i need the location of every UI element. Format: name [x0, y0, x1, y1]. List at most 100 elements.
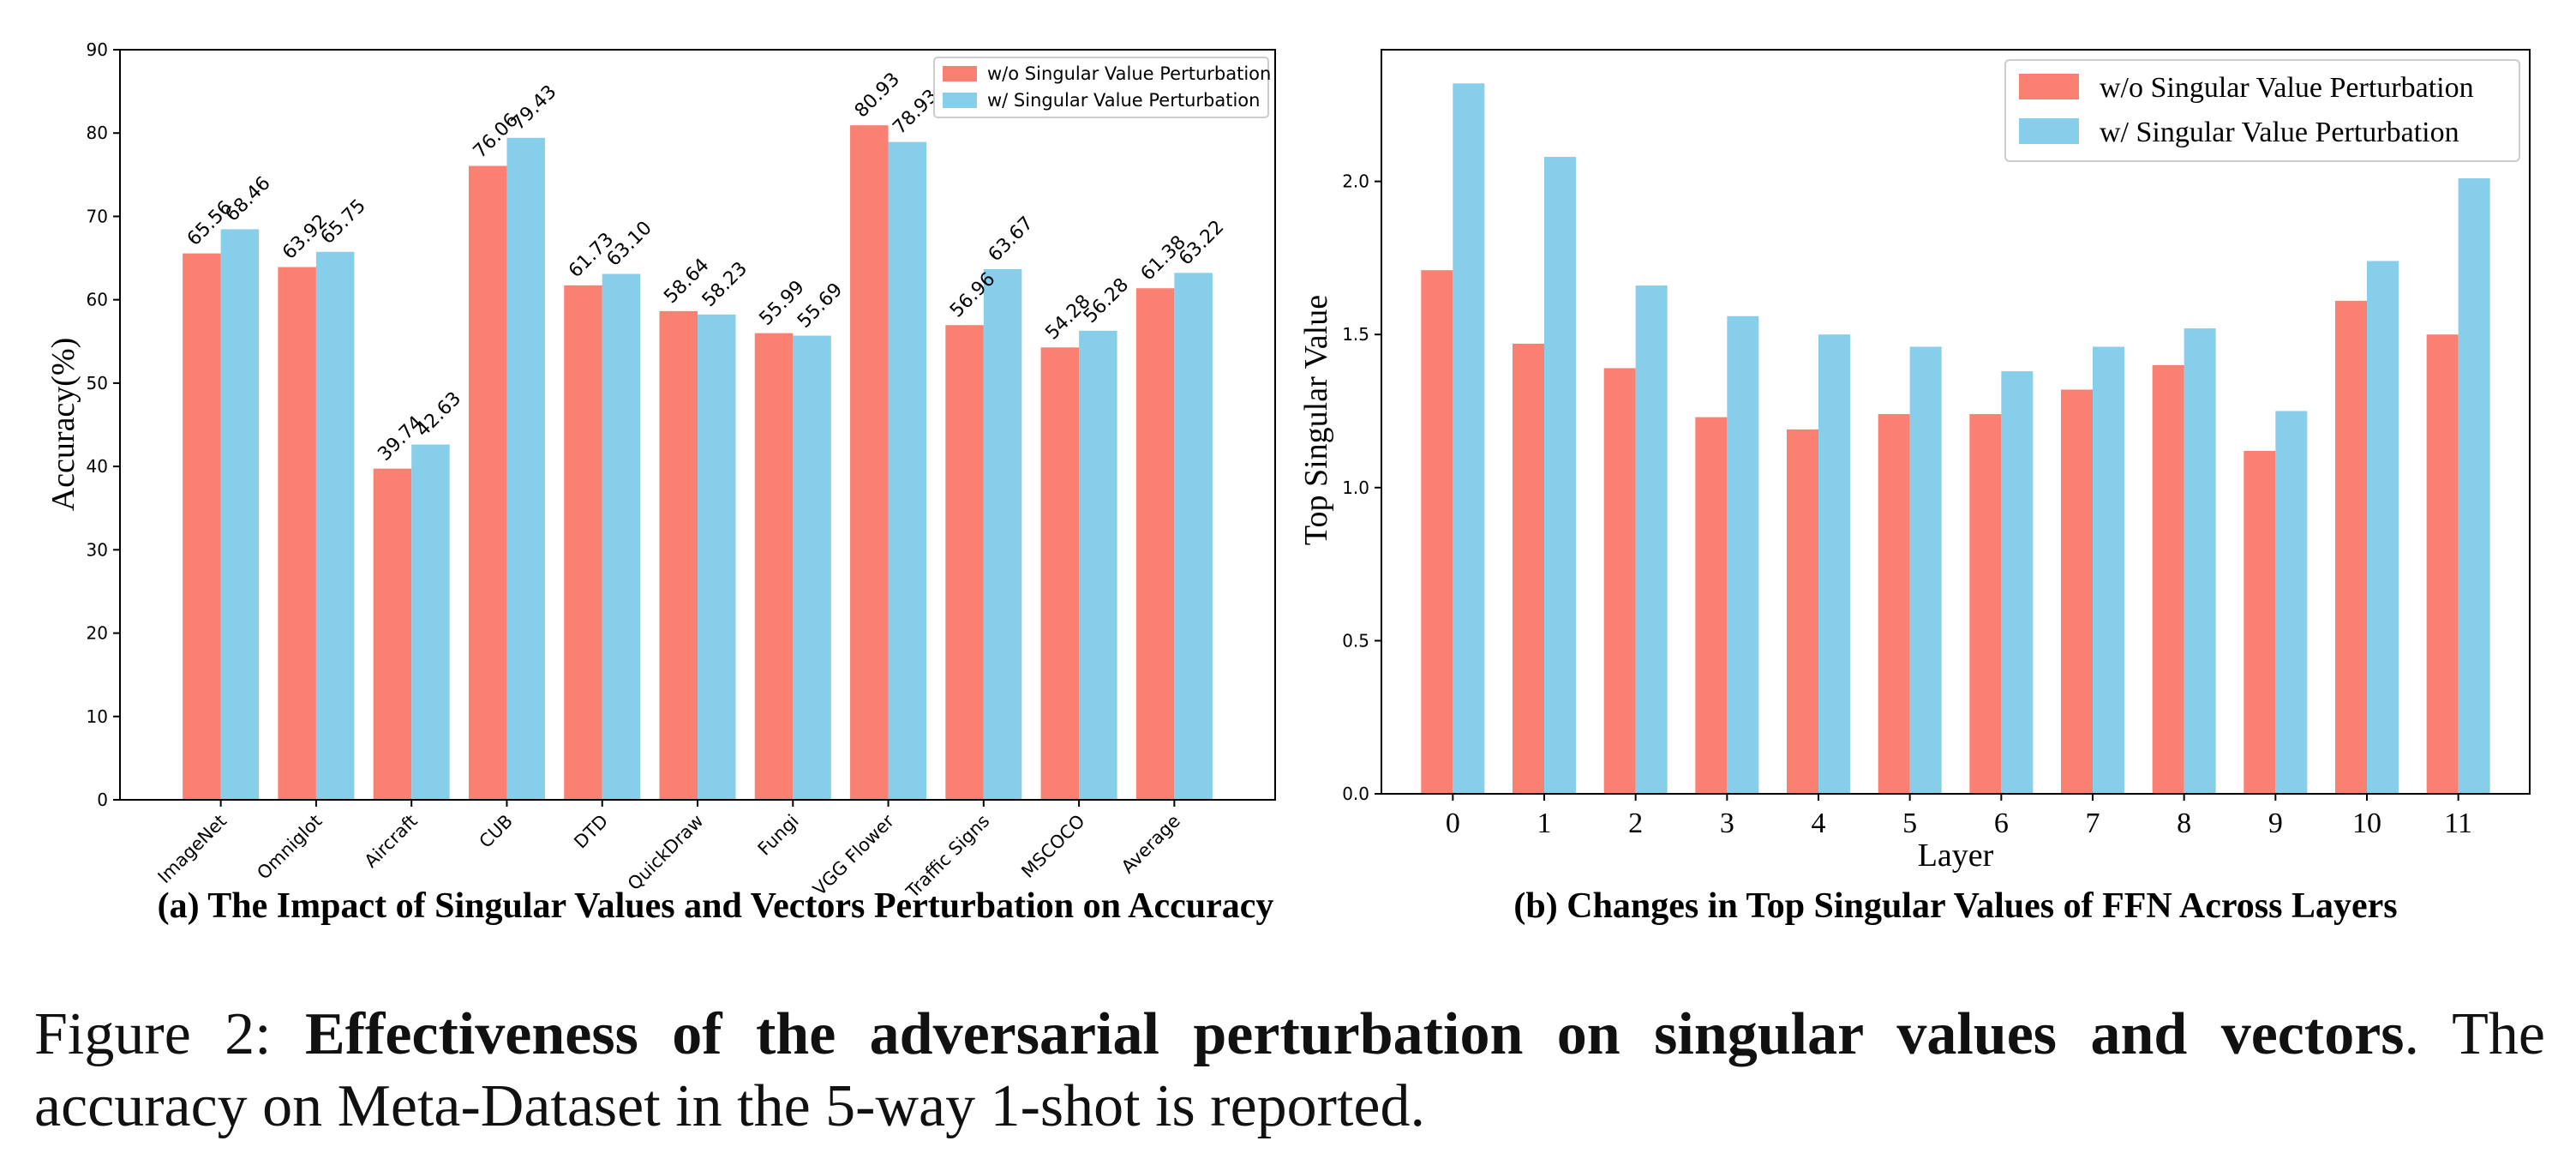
panel-a-value-label: 68.46: [221, 172, 274, 225]
panel-a-bar-wo: [278, 267, 316, 800]
panel-a-x-tick-label: Average: [1117, 811, 1184, 878]
panel-a-y-tick-label: 40: [87, 456, 108, 477]
panel-a-bar-wo: [468, 165, 507, 800]
panel-b-bar-wo: [1878, 414, 1910, 794]
panel-a-value-label: 79.43: [507, 81, 560, 135]
panel-b-chart: 0.0 0.5 1.0 1.5 2.0 0 1 2 3 4 5 6 7 8 9 10 11 Layer Top…: [1298, 49, 2531, 926]
panel-b-bars: [1421, 83, 2490, 795]
panel-a-value-label: 63.67: [985, 213, 1038, 266]
panel-a-y-tick-label: 10: [87, 706, 108, 727]
panel-a-bar-w: [1079, 330, 1117, 800]
figure-caption-prefix: Figure 2:: [34, 1001, 272, 1067]
panel-a-bar-wo: [183, 253, 221, 801]
panel-b-y-axis: 0.0 0.5 1.0 1.5 2.0: [1342, 171, 1381, 804]
panel-b-x-tick-label: 7: [2086, 808, 2100, 839]
panel-a-x-tick-label: Omniglot: [253, 811, 326, 884]
panel-b-bar-w: [1909, 346, 1942, 794]
panel-a-bar-w: [220, 229, 260, 801]
panel-b-x-tick-label: 4: [1812, 808, 1826, 839]
panel-b-x-axis-label: Layer: [1918, 838, 1994, 874]
figure-caption: Figure 2: Effectiveness of the adversari…: [34, 999, 2545, 1143]
panel-a-x-tick-label: DTD: [570, 811, 612, 853]
panel-a-legend-swatch-wo: [943, 66, 977, 81]
panel-b-bar-wo: [2152, 364, 2184, 794]
figure-canvas: 65.5668.4663.9265.7539.7442.6376.0679.43…: [45, 39, 2531, 926]
panel-b-bar-w: [2001, 371, 2034, 794]
panel-a-bar-wo: [1040, 347, 1080, 800]
panel-a-y-tick-label: 30: [87, 539, 108, 560]
panel-b-bar-wo: [1787, 429, 1818, 794]
panel-a-bar-w: [983, 268, 1022, 801]
panel-a-bar-w: [1174, 273, 1213, 801]
panel-a-title: (a) The Impact of Singular Values and Ve…: [158, 886, 1274, 926]
panel-b-bar-wo: [1695, 417, 1728, 794]
panel-b-y-tick-label: 0.5: [1342, 630, 1369, 651]
panel-a-bar-w: [793, 335, 831, 800]
panel-a-y-tick-label: 80: [87, 123, 108, 143]
panel-a-y-tick-label: 90: [87, 39, 108, 60]
panel-a-x-tick-label: QuickDraw: [624, 811, 708, 895]
panel-a-chart: 65.5668.4663.9265.7539.7442.6376.0679.43…: [45, 39, 1276, 926]
panel-b-plot-frame: [1381, 49, 2531, 795]
panel-b-y-tick-label: 2.0: [1342, 171, 1369, 192]
panel-a-legend-label-w: w/ Singular Value Perturbation: [987, 90, 1260, 111]
panel-b-x-tick-label: 9: [2268, 808, 2283, 839]
panel-a-x-tick-label: MSCOCO: [1017, 811, 1088, 882]
panel-b-x-tick-label: 8: [2177, 808, 2191, 839]
panel-b-legend-swatch-w: [2019, 118, 2079, 144]
panel-b-bar-wo: [2244, 450, 2276, 794]
panel-b-x-tick-label: 1: [1537, 808, 1552, 839]
panel-a-bar-w: [411, 444, 450, 800]
panel-b-x-tick-label: 6: [1994, 808, 2009, 839]
panel-b-x-tick-label: 3: [1720, 808, 1734, 839]
panel-b-x-tick-label: 0: [1446, 808, 1460, 839]
figure-caption-rest: . The accuracy on Meta-Dataset in the 5-…: [34, 1001, 2545, 1139]
panel-b-x-tick-label: 2: [1628, 808, 1643, 839]
panel-a-legend: w/o Singular Value Perturbation w/ Singu…: [933, 57, 1271, 118]
panel-b-bar-wo: [1513, 343, 1544, 794]
panel-b-legend-label-w: w/ Singular Value Perturbation: [2100, 117, 2459, 148]
panel-b-y-axis-label: Top Singular Value: [1298, 295, 1334, 545]
panel-b-bar-w: [1635, 285, 1668, 794]
panel-a-bar-w: [506, 137, 545, 800]
panel-a-bar-w: [888, 141, 927, 800]
panel-b-bar-wo: [2426, 334, 2459, 795]
panel-b-y-tick-label: 0.0: [1342, 784, 1369, 804]
panel-a-y-tick-label: 70: [87, 206, 108, 226]
panel-a-bar-wo: [850, 125, 889, 801]
panel-b-bar-w: [2275, 411, 2308, 794]
panel-b-legend-swatch-wo: [2019, 74, 2079, 99]
panel-b-legend-box: [2004, 59, 2520, 162]
panel-a-legend-label-wo: w/o Singular Value Perturbation: [987, 63, 1271, 84]
panel-b-bar-wo: [1421, 270, 1453, 794]
panel-b-bar-w: [2093, 346, 2124, 794]
panel-a-x-tick-label: CUB: [476, 811, 517, 852]
panel-a-y-axis: 0 10 20 30 40 50 60 70 80 90: [87, 39, 120, 810]
panel-a-bar-wo: [659, 310, 698, 800]
panel-b-bar-w: [1544, 157, 1576, 794]
panel-b-bar-w: [2458, 178, 2490, 795]
panel-a-value-label: 80.93: [851, 69, 904, 122]
panel-a-bar-wo: [945, 325, 984, 800]
panel-a-bar-wo: [754, 333, 794, 800]
panel-b-bar-w: [2184, 328, 2216, 795]
panel-b-y-tick-label: 1.5: [1342, 324, 1369, 345]
panel-a-x-tick-label: ImageNet: [154, 811, 231, 888]
panel-a-bar-wo: [373, 468, 412, 800]
panel-a-bar-w: [698, 314, 736, 800]
panel-a-bar-wo: [1135, 288, 1175, 800]
panel-b-title: (b) Changes in Top Singular Values of FF…: [1513, 886, 2397, 926]
panel-a-bar-w: [602, 273, 641, 800]
panel-a-x-tick-label: Aircraft: [361, 811, 422, 872]
panel-a-y-tick-label: 0: [97, 790, 108, 810]
figure-caption-bold: Effectiveness of the adversarial perturb…: [305, 1001, 2405, 1067]
panel-a-bars: [183, 125, 1213, 801]
panel-a-y-axis-label: Accuracy(%): [45, 338, 81, 512]
panel-b-legend-label-wo: w/o Singular Value Perturbation: [2100, 72, 2474, 104]
panel-b-bar-w: [1727, 315, 1759, 794]
panel-a-legend-box: [933, 57, 1269, 118]
panel-a-value-label: 42.63: [412, 388, 465, 441]
panel-b-bar-w: [2367, 261, 2399, 795]
panel-b-legend: w/o Singular Value Perturbation w/ Singu…: [2004, 59, 2520, 162]
panel-b-bar-wo: [2061, 389, 2093, 794]
